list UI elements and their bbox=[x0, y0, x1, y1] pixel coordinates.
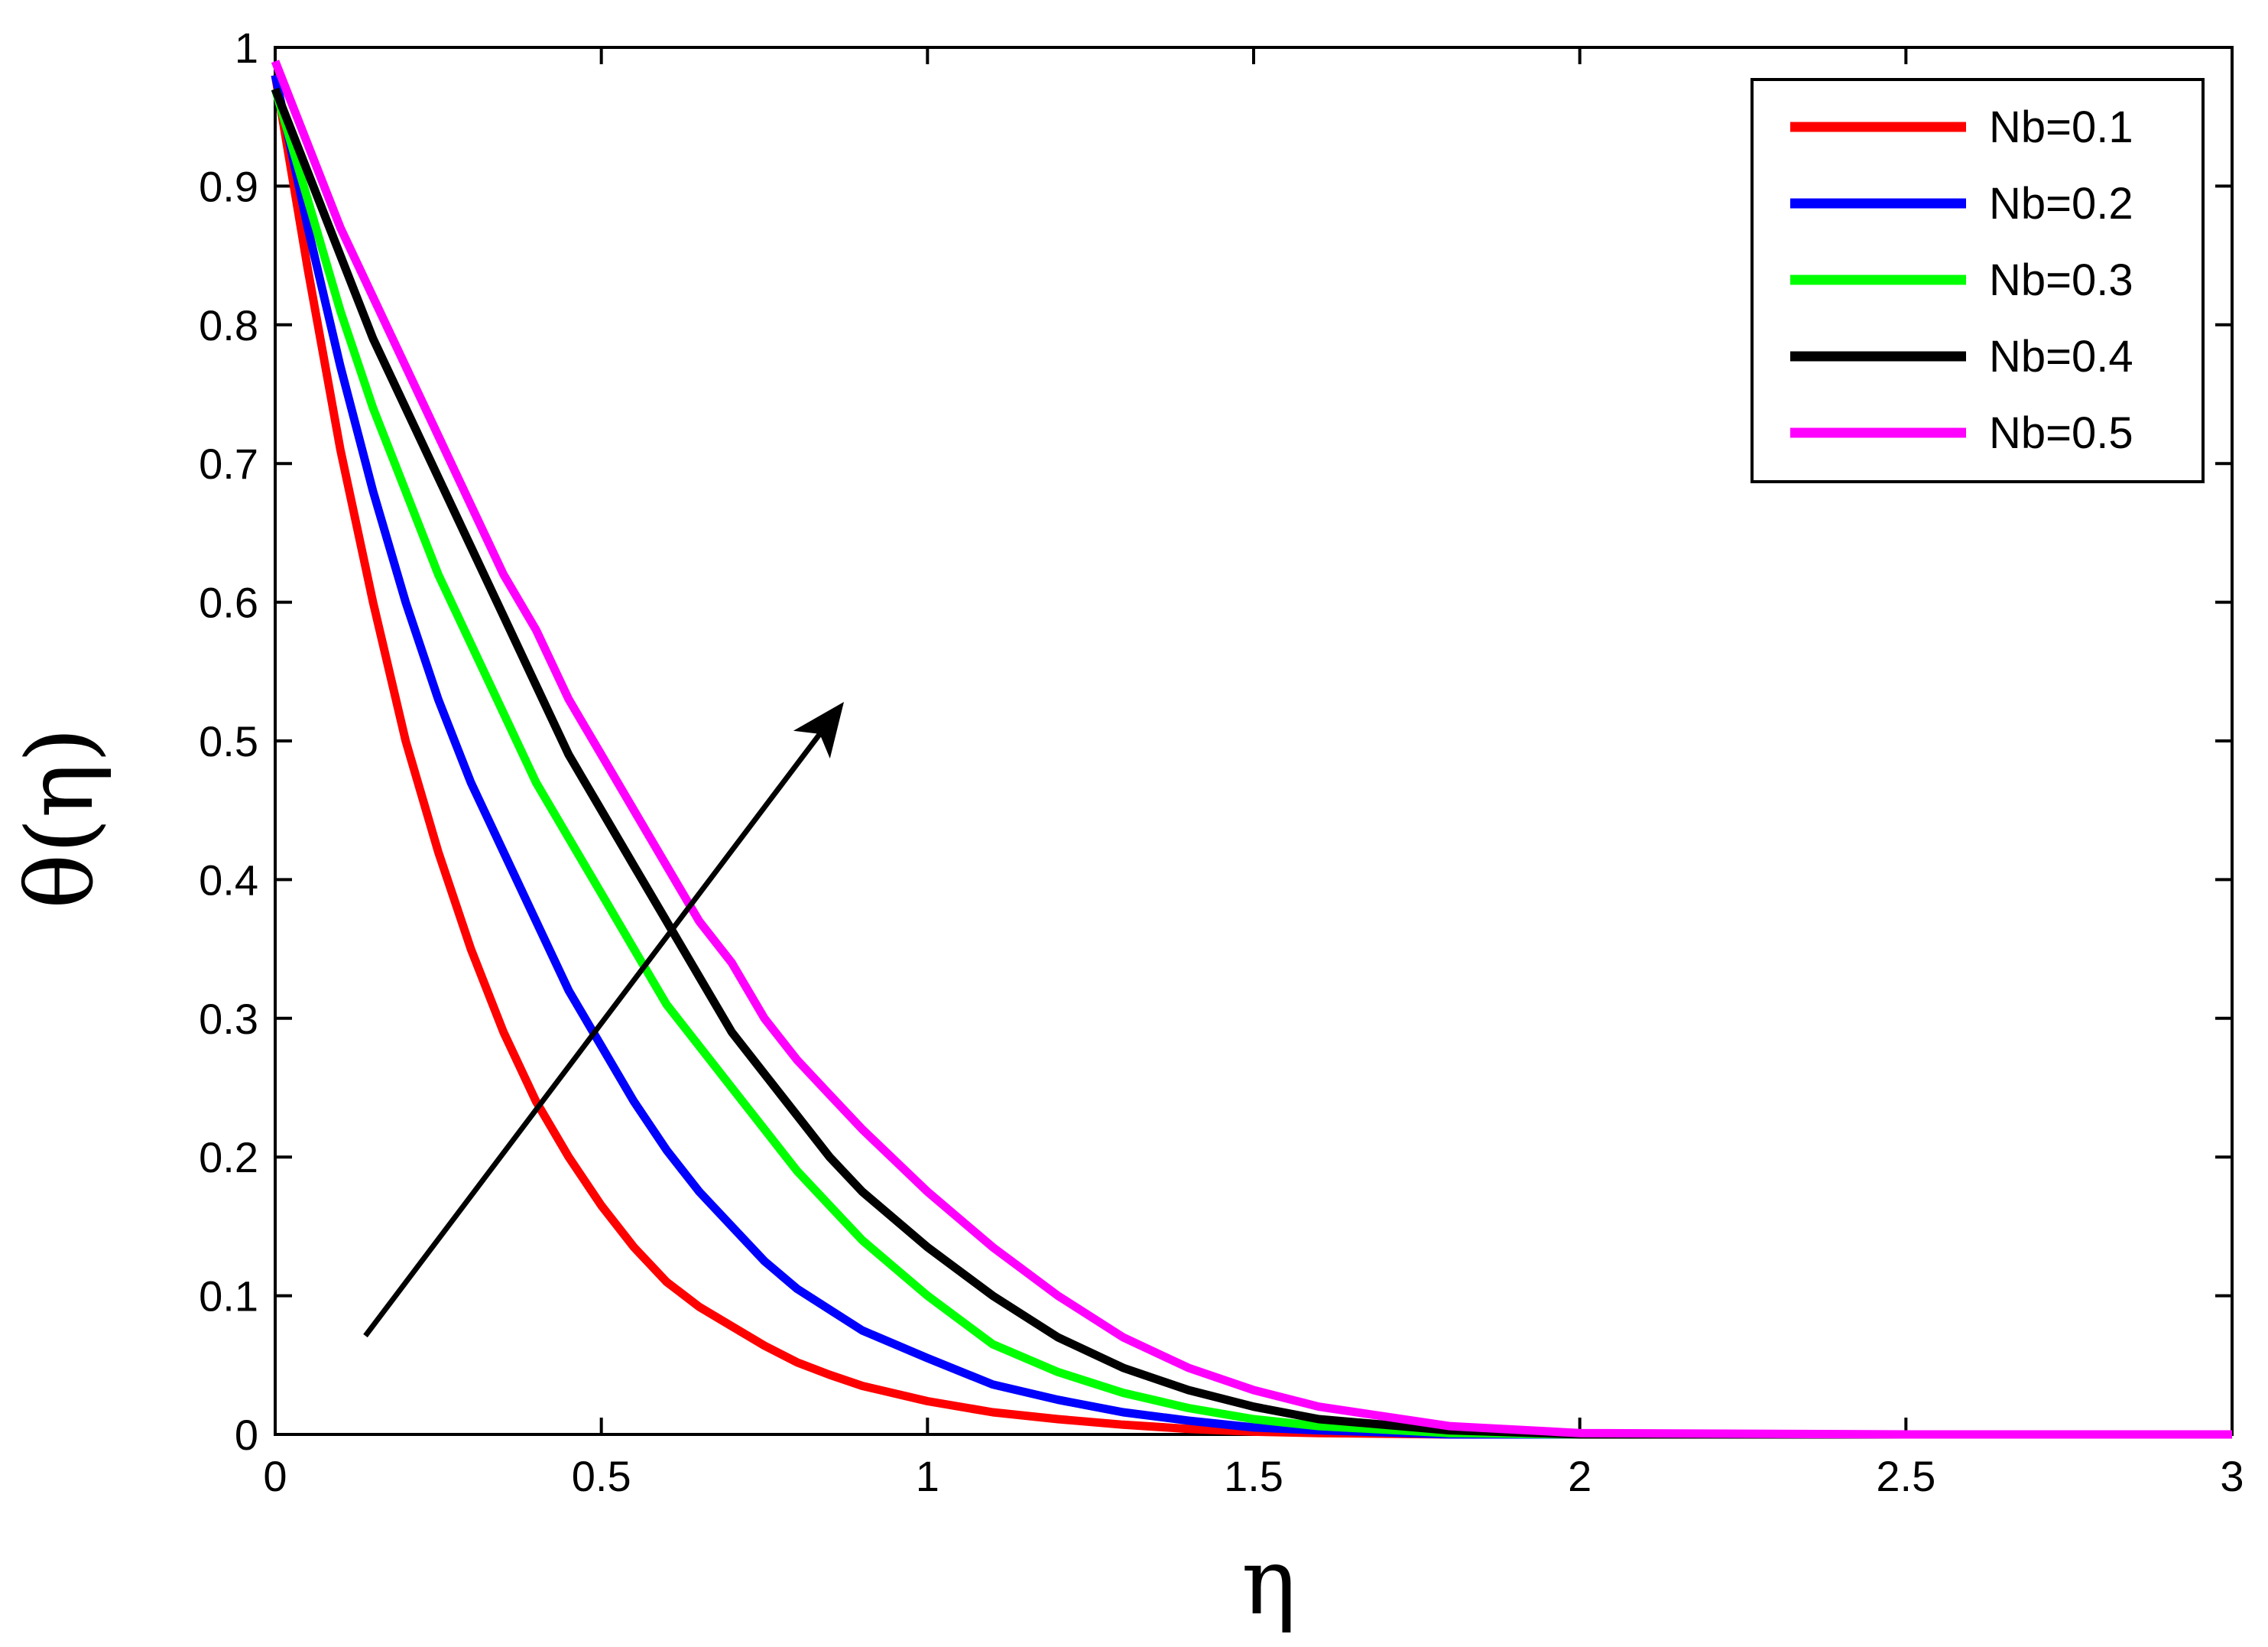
y-tick-label: 0.2 bbox=[199, 1133, 258, 1181]
y-tick-label: 1 bbox=[235, 24, 258, 72]
y-tick-label: 0.5 bbox=[199, 717, 258, 765]
arrow-shaft bbox=[363, 718, 832, 1338]
arrow-head bbox=[793, 702, 844, 759]
x-tick-label: 0.5 bbox=[572, 1452, 631, 1500]
series-line-2 bbox=[271, 74, 2232, 1439]
series-lines bbox=[271, 60, 2232, 1439]
series-line-5 bbox=[271, 60, 2232, 1439]
annotation-arrow bbox=[363, 702, 844, 1338]
y-tick-label: 0.4 bbox=[199, 856, 258, 904]
y-axis-title: θ(η) bbox=[8, 727, 114, 909]
legend-label: Nb=0.4 bbox=[1989, 332, 2133, 382]
x-axis-title: η bbox=[1241, 1529, 1296, 1636]
axis-tick-labels: 0 0.5 1 1.5 2 2.5 3 0 0.1 0.2 0.3 0.4 0.5 0.6 0.7 0.8 0.… bbox=[199, 24, 2244, 1500]
legend-label: Nb=0.1 bbox=[1989, 102, 2133, 152]
y-tick-label: 0.1 bbox=[199, 1272, 258, 1321]
y-tick-label: 0.6 bbox=[199, 579, 258, 627]
legend-label: Nb=0.5 bbox=[1989, 408, 2133, 458]
legend: Nb=0.1 Nb=0.2 Nb=0.3 Nb=0.4 Nb=0.5 bbox=[1750, 78, 2205, 483]
x-tick-label: 2 bbox=[1568, 1452, 1591, 1500]
series-line-4 bbox=[271, 87, 2232, 1439]
y-tick-label: 0.8 bbox=[199, 301, 258, 349]
x-tick-label: 1.5 bbox=[1224, 1452, 1283, 1500]
y-tick-label: 0.7 bbox=[199, 440, 258, 488]
y-tick-label: 0.3 bbox=[199, 995, 258, 1043]
legend-label: Nb=0.2 bbox=[1989, 179, 2133, 229]
series-line-3 bbox=[271, 87, 2232, 1439]
legend-label: Nb=0.3 bbox=[1989, 255, 2133, 305]
y-tick-label: 0 bbox=[235, 1411, 258, 1459]
x-tick-label: 0 bbox=[263, 1452, 287, 1500]
y-tick-label: 0.9 bbox=[199, 162, 258, 210]
x-tick-label: 3 bbox=[2220, 1452, 2244, 1500]
x-tick-label: 2.5 bbox=[1876, 1452, 1935, 1500]
x-tick-label: 1 bbox=[916, 1452, 939, 1500]
